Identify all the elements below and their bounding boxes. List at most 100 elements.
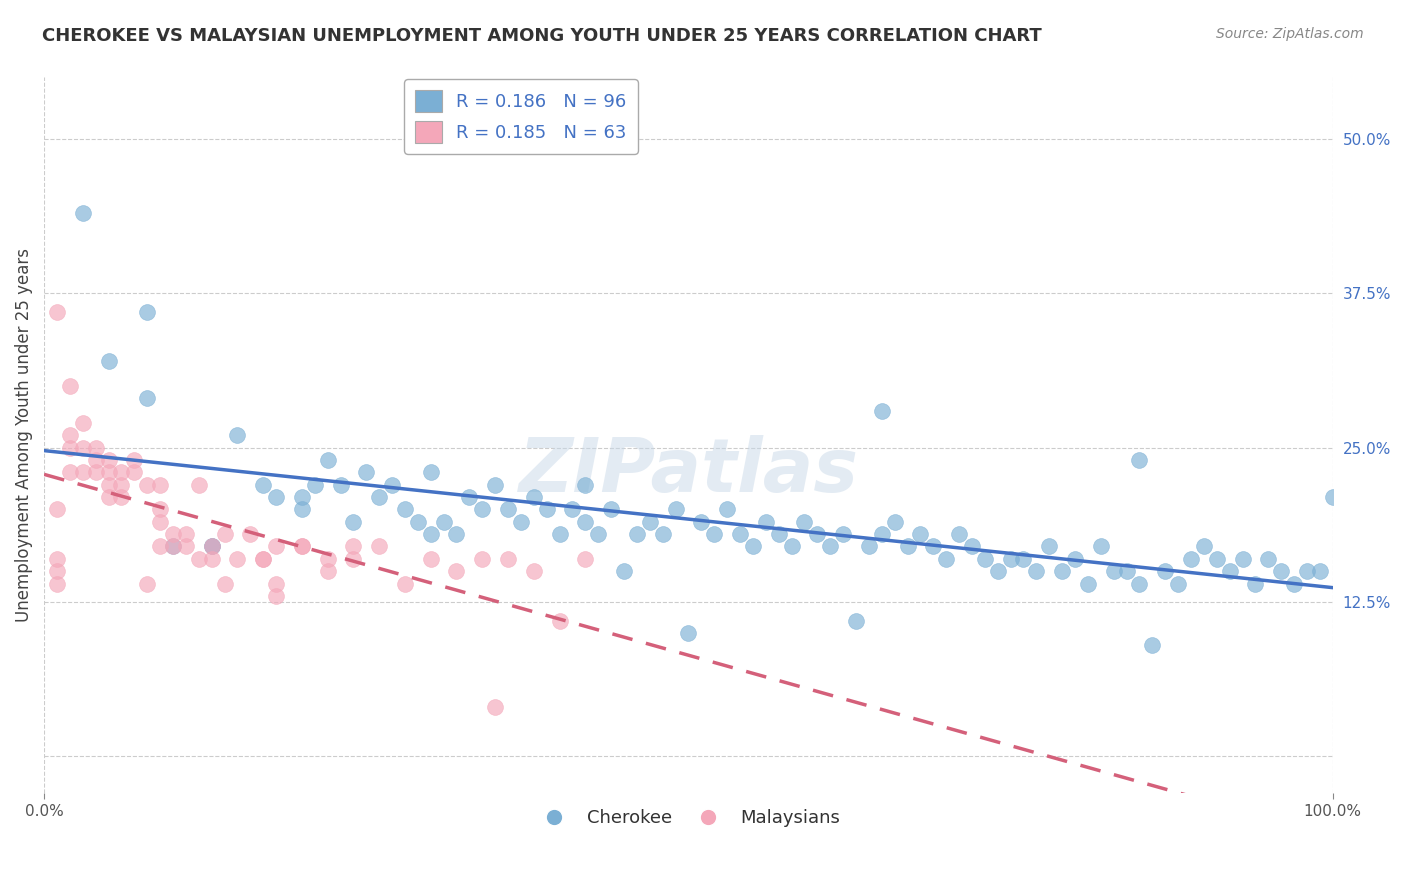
Point [1012, 551, 1035, 566]
Point [162, 527, 184, 541]
Point [548, 614, 571, 628]
Point [46, 305, 69, 319]
Point [264, 576, 287, 591]
Point [46, 502, 69, 516]
Point [136, 305, 159, 319]
Point [59, 379, 82, 393]
Point [433, 515, 456, 529]
Point [252, 551, 274, 566]
Point [496, 502, 519, 516]
Point [419, 527, 441, 541]
Point [1115, 564, 1137, 578]
Point [858, 540, 880, 554]
Point [523, 490, 546, 504]
Point [987, 564, 1010, 578]
Point [484, 477, 506, 491]
Point [110, 477, 132, 491]
Point [356, 466, 378, 480]
Point [264, 589, 287, 603]
Point [59, 441, 82, 455]
Point [72, 441, 94, 455]
Point [1270, 564, 1292, 578]
Point [1142, 638, 1164, 652]
Point [574, 551, 596, 566]
Point [97, 354, 120, 368]
Point [471, 551, 494, 566]
Point [1064, 551, 1087, 566]
Point [136, 477, 159, 491]
Point [162, 540, 184, 554]
Point [613, 564, 636, 578]
Text: ZIPatlas: ZIPatlas [519, 434, 859, 508]
Point [316, 453, 339, 467]
Point [1282, 576, 1305, 591]
Point [97, 453, 120, 467]
Point [149, 477, 172, 491]
Point [446, 527, 468, 541]
Point [960, 540, 983, 554]
Point [291, 502, 314, 516]
Point [870, 403, 893, 417]
Point [922, 540, 945, 554]
Point [136, 392, 159, 406]
Point [291, 490, 314, 504]
Point [368, 540, 391, 554]
Point [1180, 551, 1202, 566]
Point [342, 515, 364, 529]
Point [1296, 564, 1319, 578]
Point [291, 540, 314, 554]
Point [214, 527, 236, 541]
Point [201, 551, 224, 566]
Point [84, 466, 107, 480]
Point [419, 466, 441, 480]
Point [1025, 564, 1047, 578]
Point [84, 441, 107, 455]
Point [586, 527, 609, 541]
Point [226, 551, 249, 566]
Point [406, 515, 429, 529]
Point [716, 502, 738, 516]
Point [304, 477, 326, 491]
Point [291, 540, 314, 554]
Point [600, 502, 623, 516]
Point [59, 466, 82, 480]
Point [162, 540, 184, 554]
Point [72, 206, 94, 220]
Point [755, 515, 778, 529]
Point [1090, 540, 1112, 554]
Point [1232, 551, 1254, 566]
Point [1038, 540, 1060, 554]
Point [316, 564, 339, 578]
Point [1205, 551, 1227, 566]
Point [59, 428, 82, 442]
Point [394, 502, 416, 516]
Point [806, 527, 828, 541]
Point [948, 527, 970, 541]
Text: Source: ZipAtlas.com: Source: ZipAtlas.com [1216, 27, 1364, 41]
Point [818, 540, 841, 554]
Point [664, 502, 686, 516]
Point [264, 490, 287, 504]
Point [252, 477, 274, 491]
Point [46, 564, 69, 578]
Point [264, 540, 287, 554]
Point [574, 515, 596, 529]
Point [728, 527, 751, 541]
Point [1102, 564, 1125, 578]
Point [149, 515, 172, 529]
Point [419, 551, 441, 566]
Point [1077, 576, 1099, 591]
Point [458, 490, 481, 504]
Point [252, 551, 274, 566]
Point [548, 527, 571, 541]
Point [446, 564, 468, 578]
Point [1192, 540, 1215, 554]
Point [690, 515, 713, 529]
Point [201, 540, 224, 554]
Point [845, 614, 868, 628]
Point [626, 527, 648, 541]
Point [1244, 576, 1267, 591]
Point [1128, 576, 1150, 591]
Point [214, 576, 236, 591]
Point [46, 576, 69, 591]
